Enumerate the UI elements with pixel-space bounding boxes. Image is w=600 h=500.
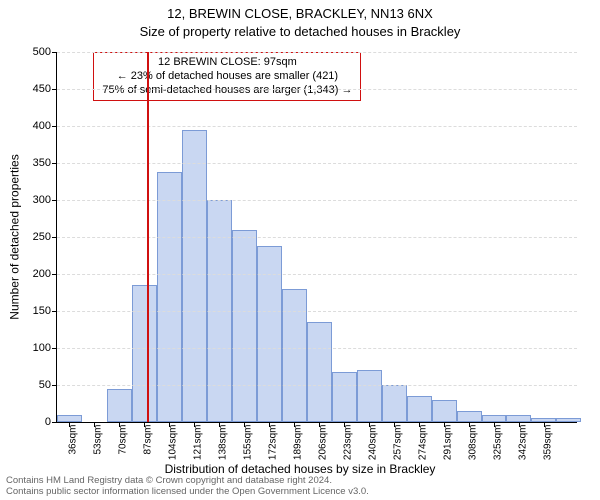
chart-gridline: [57, 89, 577, 90]
y-tick-mark: [52, 237, 57, 238]
y-tick-label: 500: [17, 46, 51, 58]
x-tick-label: 70sqm: [118, 425, 129, 455]
annot-line3: 75% of semi-detached houses are larger (…: [102, 84, 352, 98]
y-tick-mark: [52, 422, 57, 423]
page-title-main: 12, BREWIN CLOSE, BRACKLEY, NN13 6NX: [0, 6, 600, 21]
x-tick-label: 308sqm: [468, 425, 479, 461]
x-tick-label: 87sqm: [143, 425, 154, 455]
chart-gridline: [57, 200, 577, 201]
chart-gridline: [57, 237, 577, 238]
y-tick-mark: [52, 200, 57, 201]
y-tick-label: 50: [17, 379, 51, 391]
histogram-bar: [307, 322, 332, 422]
y-tick-mark: [52, 52, 57, 53]
x-tick-label: 53sqm: [93, 425, 104, 455]
y-tick-label: 150: [17, 305, 51, 317]
y-tick-label: 200: [17, 268, 51, 280]
x-tick-label: 172sqm: [268, 425, 279, 461]
x-tick-label: 240sqm: [368, 425, 379, 461]
chart-gridline: [57, 385, 577, 386]
histogram-bar: [407, 396, 432, 422]
y-tick-label: 400: [17, 120, 51, 132]
x-tick-label: 257sqm: [393, 425, 404, 461]
histogram-bar: [506, 415, 531, 422]
histogram-bar: [57, 415, 82, 422]
histogram-bar: [382, 385, 407, 422]
y-tick-mark: [52, 274, 57, 275]
x-tick-label: 206sqm: [318, 425, 329, 461]
x-tick-label: 359sqm: [542, 425, 553, 461]
x-tick-label: 121sqm: [193, 425, 204, 461]
y-tick-label: 100: [17, 342, 51, 354]
annot-line1: 12 BREWIN CLOSE: 97sqm: [102, 56, 352, 70]
y-tick-label: 300: [17, 194, 51, 206]
x-tick-label: 36sqm: [68, 425, 79, 455]
x-tick-label: 189sqm: [293, 425, 304, 461]
y-tick-mark: [52, 385, 57, 386]
chart-gridline: [57, 126, 577, 127]
histogram-bar: [457, 411, 482, 422]
y-tick-mark: [52, 126, 57, 127]
x-axis-label: Distribution of detached houses by size …: [0, 462, 600, 476]
histogram-bar: [556, 418, 581, 422]
y-tick-mark: [52, 163, 57, 164]
x-tick-label: 342sqm: [517, 425, 528, 461]
histogram-bar: [482, 415, 507, 422]
histogram-bar: [357, 370, 382, 422]
y-tick-label: 250: [17, 231, 51, 243]
chart-gridline: [57, 311, 577, 312]
footer-line2: Contains public sector information licen…: [6, 487, 369, 498]
x-tick-label: 104sqm: [168, 425, 179, 461]
reference-line: [147, 52, 149, 422]
page-title-sub: Size of property relative to detached ho…: [0, 24, 600, 39]
chart-gridline: [57, 348, 577, 349]
x-tick-label: 223sqm: [343, 425, 354, 461]
histogram-bar: [182, 130, 207, 422]
footer-attribution: Contains HM Land Registry data © Crown c…: [6, 476, 369, 498]
histogram-bar: [282, 289, 307, 422]
histogram-bar: [232, 230, 257, 422]
x-tick-label: 155sqm: [243, 425, 254, 461]
histogram-bar: [132, 285, 157, 422]
histogram-bar: [107, 389, 132, 422]
annot-line2: ← 23% of detached houses are smaller (42…: [102, 70, 352, 84]
y-tick-label: 350: [17, 157, 51, 169]
x-tick-label: 274sqm: [418, 425, 429, 461]
chart-plot-area: 12 BREWIN CLOSE: 97sqm ← 23% of detached…: [56, 52, 577, 423]
chart-gridline: [57, 274, 577, 275]
y-tick-mark: [52, 348, 57, 349]
histogram-bar: [432, 400, 457, 422]
x-tick-label: 291sqm: [443, 425, 454, 461]
y-tick-label: 450: [17, 83, 51, 95]
histogram-bar: [332, 372, 357, 422]
y-tick-mark: [52, 311, 57, 312]
x-tick-label: 325sqm: [493, 425, 504, 461]
x-tick-label: 138sqm: [218, 425, 229, 461]
histogram-bar: [257, 246, 282, 422]
y-tick-label: 0: [17, 416, 51, 428]
y-tick-mark: [52, 89, 57, 90]
chart-gridline: [57, 52, 577, 53]
chart-gridline: [57, 163, 577, 164]
chart-annotation-box: 12 BREWIN CLOSE: 97sqm ← 23% of detached…: [93, 52, 361, 101]
